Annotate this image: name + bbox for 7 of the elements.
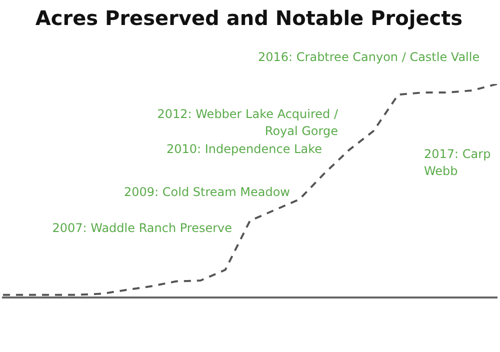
annotation: 2010: Independence Lake	[166, 142, 322, 156]
chart-title: Acres Preserved and Notable Projects	[35, 6, 463, 30]
annotation: 2007: Waddle Ranch Preserve	[52, 221, 232, 236]
annotation: 2009: Cold Stream Meadow	[124, 185, 290, 200]
annotation: 2012: Webber Lake Acquired / Royal Gorge	[157, 107, 339, 138]
text: 2016: Crabtree Canyon / Castle Valle	[258, 50, 480, 64]
annotation: 2017: Carp Webb	[424, 147, 491, 178]
